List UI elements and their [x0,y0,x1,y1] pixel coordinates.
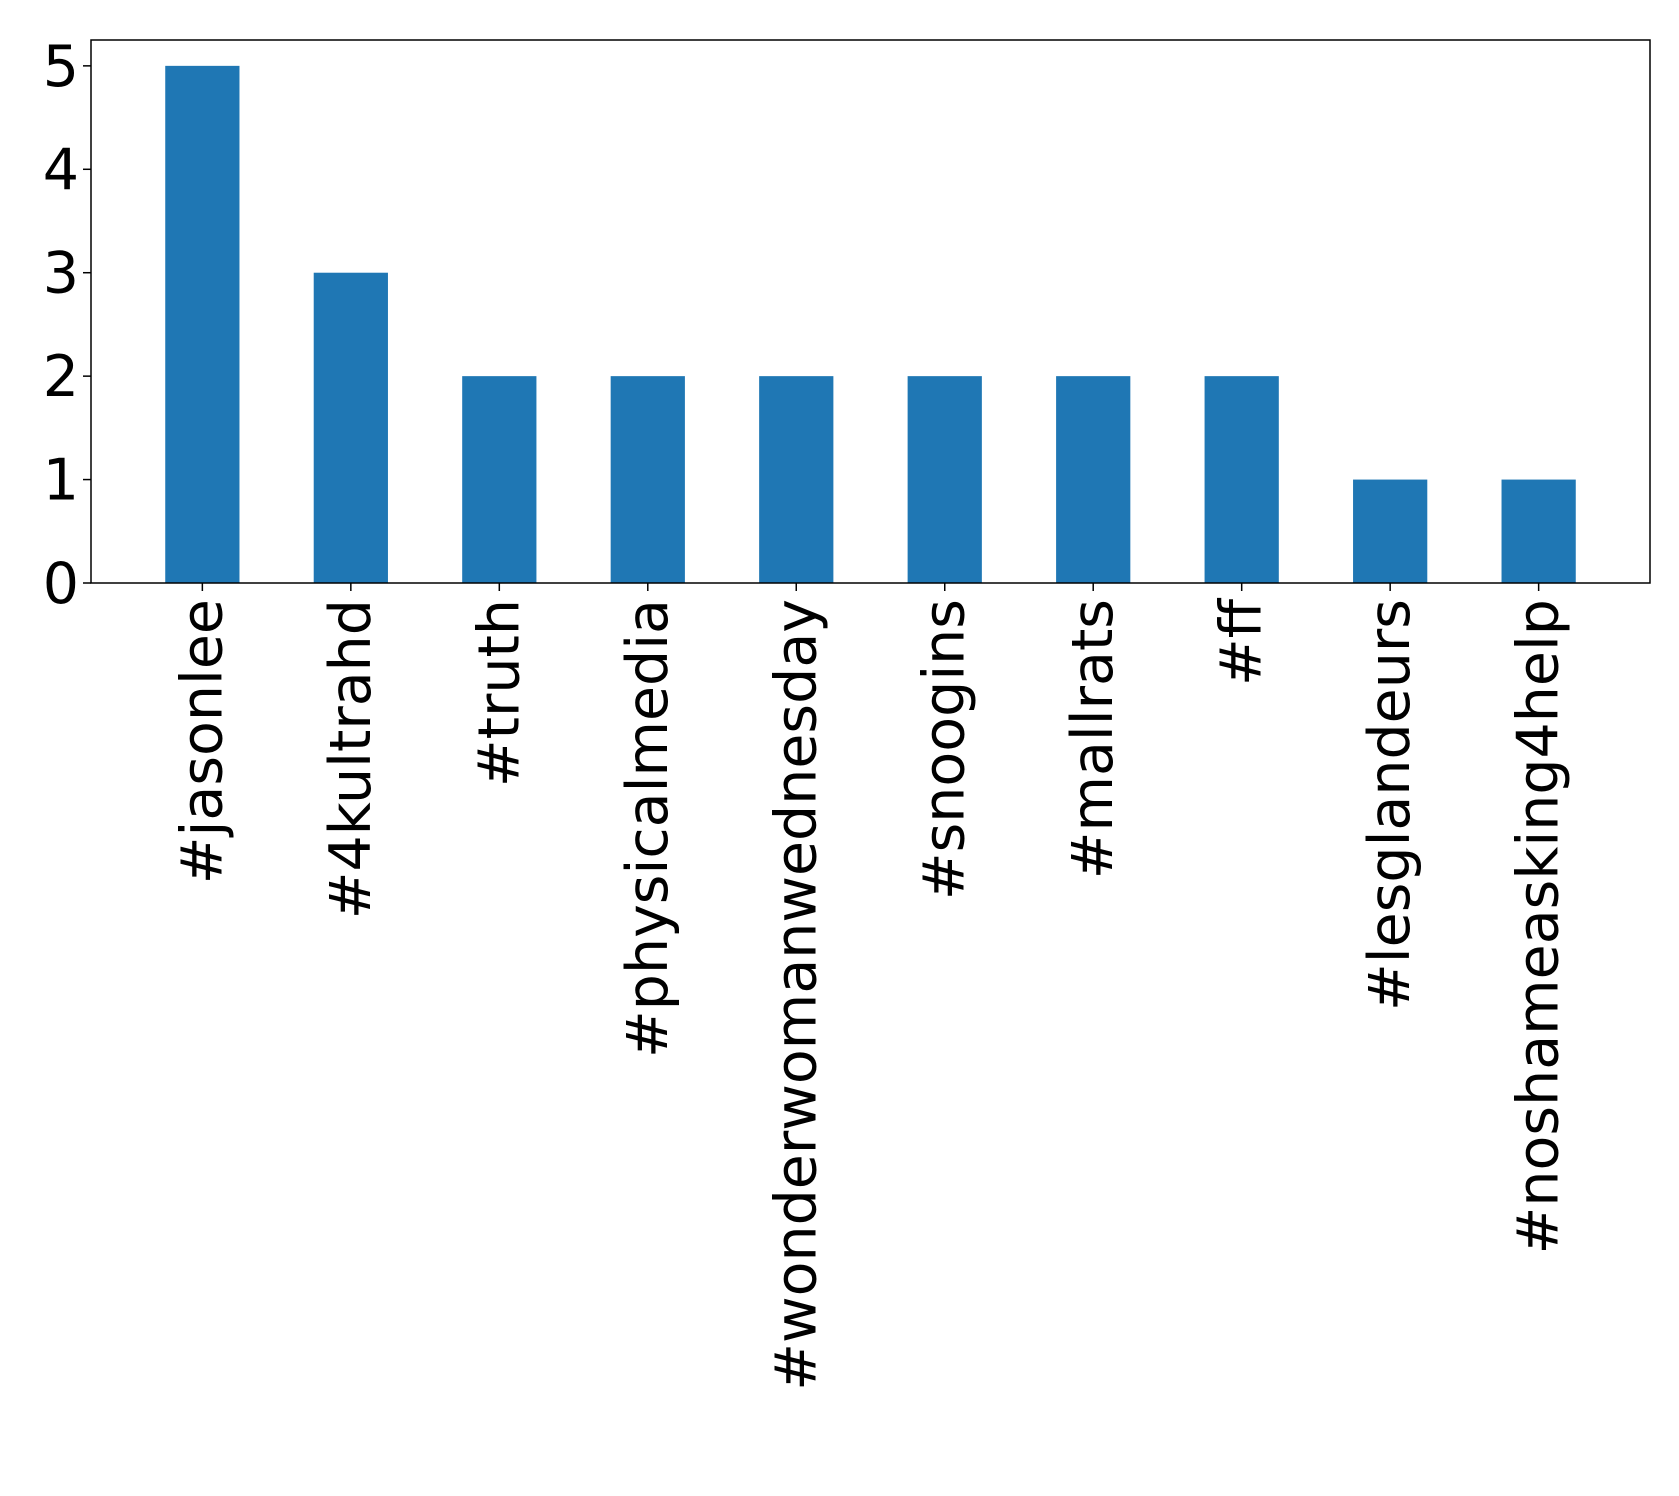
x-tick-label: #wonderwomanwednesday [763,599,829,1391]
y-tick-label: 0 [43,551,79,617]
x-tick-label: #mallrats [1060,599,1126,879]
bar-4kultrahd [313,272,388,583]
x-tick-label: #noshameasking4help [1506,599,1572,1254]
bar-mallrats [1056,376,1131,583]
bar-wonderwomanwednesday [759,376,834,583]
bar-snoogins [907,376,982,583]
bar-ff [1204,376,1279,583]
y-axis: 0 1 2 3 4 5 [43,34,91,617]
x-tick-label: #physicalmedia [615,599,681,1058]
x-tick-label: #jasonlee [169,599,235,884]
x-tick-label: #ff [1209,597,1275,686]
bars-group [165,65,1576,584]
y-tick-label: 3 [43,241,79,307]
x-tick-label: #truth [466,599,532,787]
x-tick-label: #lesglandeurs [1357,599,1423,1011]
bar-jasonlee [165,65,240,584]
plot-frame [90,39,1651,584]
bar-lesglandeurs [1353,479,1428,583]
x-tick-label: #snoogins [912,599,978,900]
y-tick-label: 1 [43,448,79,514]
x-tick-label: #4kultrahd [318,599,384,919]
bar-noshameasking4help [1501,479,1576,583]
y-tick-label: 5 [43,34,79,100]
bar-physicalmedia [610,376,685,583]
y-tick-label: 4 [43,137,79,203]
bar-truth [462,376,537,583]
y-tick-label: 2 [43,344,79,410]
x-axis: #jasonlee #4kultrahd #truth #physicalmedia #… [169,583,1572,1391]
